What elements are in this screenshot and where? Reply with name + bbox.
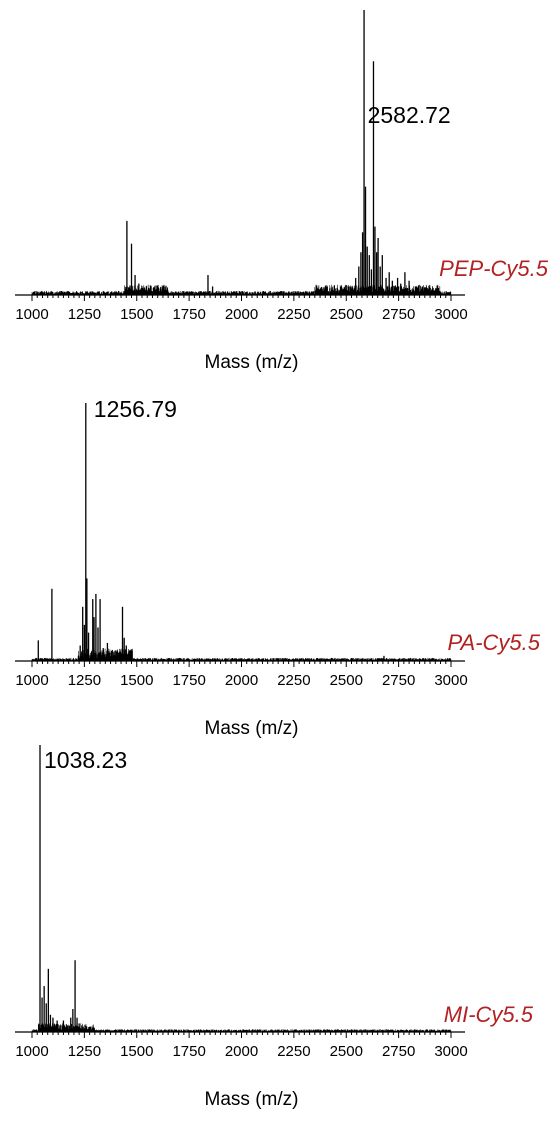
spectrum-3-tick-label: 2500	[330, 1043, 363, 1060]
spectrum-1-tick-label: 1000	[15, 306, 48, 323]
spectrum-3-tick-label: 2750	[382, 1043, 415, 1060]
spectrum-3-tick-label: 1500	[120, 1043, 153, 1060]
spectrum-1-series-label: PEP-Cy5.5	[439, 256, 549, 281]
spectrum-3-tick-label: 3000	[434, 1043, 467, 1060]
spectrum-1-tick-label: 3000	[434, 306, 467, 323]
spectrum-2-tick-label: 1500	[120, 672, 153, 689]
spectrum-3-tick-label: 2000	[225, 1043, 258, 1060]
spectrum-2-tick-label: 3000	[434, 672, 467, 689]
spectrum-1-peak-annotation: 2582.72	[368, 102, 451, 128]
spectrum-3-peak-annotation: 1038.23	[44, 747, 127, 773]
spectrum-1-tick-label: 2500	[330, 306, 363, 323]
spectrum-3-series-label: MI-Cy5.5	[444, 1002, 534, 1027]
spectrum-2-tick-label: 2250	[277, 672, 310, 689]
spectrum-3-tick-label: 1000	[15, 1043, 48, 1060]
spectrum-1-tick-label: 2750	[382, 306, 415, 323]
spectrum-2-tick-label: 2000	[225, 672, 258, 689]
spectrum-3-tick-label: 1750	[172, 1043, 205, 1060]
spectrum-3-tick-label: 1250	[68, 1043, 101, 1060]
spectrum-2-tick-label: 1250	[68, 672, 101, 689]
spectrum-2-tick-label: 1750	[172, 672, 205, 689]
spectrum-2-tick-label: 1000	[15, 672, 48, 689]
spectrum-1-tick-label: 2000	[225, 306, 258, 323]
spectrum-1-tick-label: 1250	[68, 306, 101, 323]
spectrum-2-tick-label: 2750	[382, 672, 415, 689]
spectrum-2-peak-annotation: 1256.79	[94, 396, 177, 422]
spectrum-1-x-axis-title: Mass (m/z)	[205, 352, 299, 373]
spectrum-2-series-label: PA-Cy5.5	[447, 630, 540, 655]
spectrum-1-tick-label: 1750	[172, 306, 205, 323]
spectrum-3-x-axis-title: Mass (m/z)	[205, 1089, 299, 1110]
spectrum-3-tick-label: 2250	[277, 1043, 310, 1060]
spectrum-2-x-axis-title: Mass (m/z)	[205, 718, 299, 739]
spectrum-1-tick-label: 1500	[120, 306, 153, 323]
spectrum-1-tick-label: 2250	[277, 306, 310, 323]
spectrum-2-tick-label: 2500	[330, 672, 363, 689]
